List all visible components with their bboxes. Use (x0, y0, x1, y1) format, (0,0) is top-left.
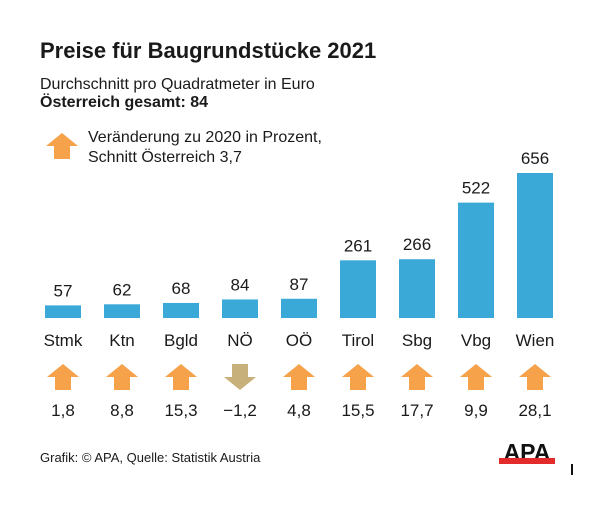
bar-Ktn (104, 304, 140, 318)
value-label: 68 (172, 279, 191, 298)
change-label: 15,3 (164, 401, 197, 420)
up-arrow-icon (519, 364, 551, 390)
chart-subtitle: Durchschnitt pro Quadratmeter in Euro (40, 76, 315, 93)
bar-Vbg (458, 202, 494, 318)
source-note: Grafik: © APA, Quelle: Statistik Austria (40, 450, 261, 465)
bar-OÖ (281, 298, 317, 318)
category-label: Tirol (342, 331, 374, 350)
up-arrow-icon (401, 364, 433, 390)
value-label: 522 (462, 179, 490, 198)
legend-up-arrow-icon (46, 133, 78, 159)
category-label: Sbg (402, 331, 432, 350)
up-arrow-icon (283, 364, 315, 390)
change-label: 1,8 (51, 401, 75, 420)
category-label: Wien (516, 331, 555, 350)
bar-Tirol (340, 260, 376, 318)
value-label: 84 (231, 275, 250, 294)
legend-text-1: Veränderung zu 2020 in Prozent, (88, 129, 322, 146)
up-arrow-icon (460, 364, 492, 390)
up-arrow-icon (47, 364, 79, 390)
change-label: 9,9 (464, 401, 488, 420)
bar-Sbg (399, 259, 435, 318)
value-label: 266 (403, 235, 431, 254)
apa-logo-bar (499, 458, 555, 464)
category-label: OÖ (286, 331, 312, 350)
bar-NÖ (222, 299, 258, 318)
change-label: 17,7 (400, 401, 433, 420)
change-label: 8,8 (110, 401, 134, 420)
bar-Stmk (45, 305, 81, 318)
down-arrow-icon (224, 364, 256, 390)
value-label: 57 (54, 281, 73, 300)
value-label: 656 (521, 149, 549, 168)
cursor-mark (571, 464, 573, 475)
chart-title: Preise für Baugrundstücke 2021 (40, 38, 377, 63)
legend-text-2: Schnitt Österreich 3,7 (88, 149, 242, 166)
category-label: NÖ (227, 331, 253, 350)
change-label: 15,5 (341, 401, 374, 420)
category-label: Stmk (44, 331, 83, 350)
category-label: Bgld (164, 331, 198, 350)
total-label: Österreich gesamt: 84 (40, 94, 209, 111)
up-arrow-icon (165, 364, 197, 390)
change-label: −1,2 (223, 401, 257, 420)
change-label: 28,1 (518, 401, 551, 420)
change-label: 4,8 (287, 401, 311, 420)
value-label: 87 (290, 275, 309, 294)
category-label: Vbg (461, 331, 491, 350)
value-label: 261 (344, 236, 372, 255)
up-arrow-icon (342, 364, 374, 390)
bar-Bgld (163, 302, 199, 318)
up-arrow-icon (106, 364, 138, 390)
bar-Wien (517, 173, 553, 318)
value-label: 62 (113, 280, 132, 299)
category-label: Ktn (109, 331, 135, 350)
